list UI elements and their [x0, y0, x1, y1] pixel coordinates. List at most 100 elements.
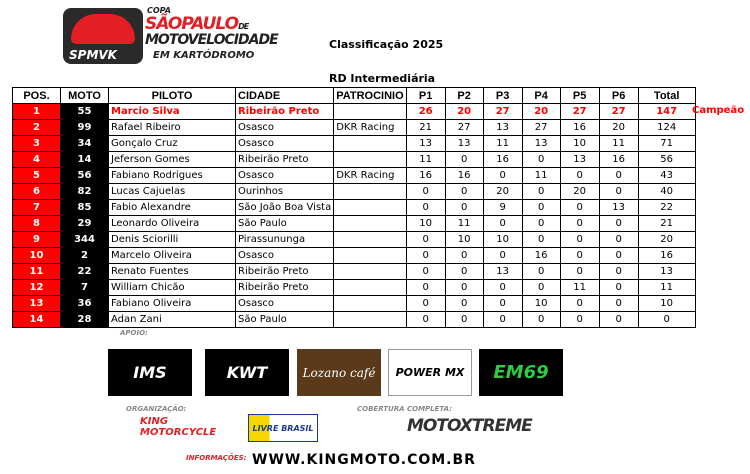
pilot-cell: Lucas Cajuelas — [108, 183, 236, 200]
points-cell: 0 — [521, 263, 561, 280]
points-cell: 20 — [482, 183, 523, 200]
points-cell: 26 — [405, 103, 446, 120]
column-header: P5 — [559, 87, 600, 104]
points-cell: 0 — [482, 215, 523, 232]
pilot-cell: Marcelo Oliveira — [108, 247, 236, 264]
points-cell: 13 — [598, 199, 639, 216]
cobertura-label: COBERTURA COMPLETA: — [357, 405, 452, 413]
sponsor-cell: DKR Racing — [333, 119, 407, 136]
points-cell: 0 — [444, 247, 484, 264]
table-row: 7 85 Fabio Alexandre São João Boa Vista 0 0 9 0… — [12, 199, 696, 216]
column-header: Total — [637, 87, 696, 104]
points-cell: 0 — [405, 183, 446, 200]
moto-number-cell: 34 — [60, 135, 109, 152]
points-cell: 0 — [405, 199, 446, 216]
points-cell: 20 — [444, 103, 484, 120]
table-row: 9 344 Denis Sciorilli Pirassununga 0 10 10 0 0 0 2… — [12, 231, 696, 248]
sponsor-cell — [333, 231, 407, 248]
points-cell: 13 — [405, 135, 446, 152]
points-cell: 0 — [482, 295, 523, 312]
logo-sao-paulo: SÃOPAULODE — [145, 14, 249, 34]
points-cell: 16 — [482, 151, 523, 168]
points-cell: 147 — [637, 103, 696, 120]
organizacao-label: ORGANIZAÇÃO: — [126, 405, 187, 413]
standings-table: POS. MOTO PILOTO CIDADE PATROCINIO P1 P2 P3 P4 P5… — [12, 87, 696, 328]
city-cell: Osasco — [234, 247, 335, 264]
event-logo: SPMVK COPA SÃOPAULODE MOTOVELOCIDADE EM … — [63, 6, 323, 66]
motoxtreme-logo: MOTOXTREME — [407, 416, 533, 436]
logo-badge: SPMVK — [63, 8, 143, 64]
points-cell: 0 — [598, 295, 639, 312]
points-cell: 0 — [405, 263, 446, 280]
pilot-cell: Adan Zani — [108, 311, 236, 328]
points-cell: 10 — [521, 295, 561, 312]
points-cell: 0 — [521, 215, 561, 232]
category-title: RD Intermediária — [329, 72, 436, 85]
sponsor-cell — [333, 103, 407, 120]
sponsor-powermx-logo: POWER MX — [388, 349, 472, 396]
city-cell: Ribeirão Preto — [234, 103, 335, 120]
logo-em-kartodromo: EM KARTÓDROMO — [153, 50, 255, 61]
city-cell: Pirassununga — [234, 231, 335, 248]
sponsor-cell — [333, 151, 407, 168]
column-header: P4 — [521, 87, 561, 104]
points-cell: 13 — [444, 135, 484, 152]
points-cell: 0 — [559, 263, 600, 280]
column-header: POS. — [12, 87, 61, 104]
champion-label: Campeão — [692, 105, 745, 116]
sponsor-em69-logo: EM69 — [479, 349, 563, 396]
points-cell: 0 — [521, 311, 561, 328]
points-cell: 16 — [637, 247, 696, 264]
moto-number-cell: 82 — [60, 183, 109, 200]
points-cell: 11 — [559, 279, 600, 296]
sponsor-cell — [333, 183, 407, 200]
table-row: 8 29 Leonardo Oliveira São Paulo 10 11 0 0 0 0 21 — [12, 215, 696, 232]
position-cell: 4 — [12, 151, 61, 168]
points-cell: 0 — [482, 279, 523, 296]
points-cell: 11 — [598, 135, 639, 152]
column-header: PATROCINIO — [333, 87, 407, 104]
position-cell: 1 — [12, 103, 61, 120]
table-row: 1 55 Marcio Silva Ribeirão Preto 26 20 27 20 27 2… — [12, 103, 696, 120]
column-header: PILOTO — [108, 87, 236, 104]
city-cell: Ribeirão Preto — [234, 279, 335, 296]
points-cell: 0 — [521, 199, 561, 216]
points-cell: 56 — [637, 151, 696, 168]
points-cell: 0 — [559, 199, 600, 216]
points-cell: 0 — [559, 247, 600, 264]
sponsor-cell — [333, 247, 407, 264]
points-cell: 0 — [598, 167, 639, 184]
city-cell: Osasco — [234, 295, 335, 312]
moto-number-cell: 344 — [60, 231, 109, 248]
points-cell: 0 — [482, 311, 523, 328]
logo-motovelocidade: MOTOVELOCIDADE — [145, 32, 279, 48]
points-cell: 22 — [637, 199, 696, 216]
moto-number-cell: 22 — [60, 263, 109, 280]
points-cell: 0 — [598, 279, 639, 296]
city-cell: São Paulo — [234, 311, 335, 328]
points-cell: 0 — [405, 231, 446, 248]
points-cell: 0 — [598, 183, 639, 200]
position-cell: 9 — [12, 231, 61, 248]
points-cell: 20 — [559, 183, 600, 200]
points-cell: 10 — [637, 295, 696, 312]
points-cell: 0 — [637, 311, 696, 328]
position-cell: 5 — [12, 167, 61, 184]
points-cell: 0 — [559, 295, 600, 312]
pilot-cell: Gonçalo Cruz — [108, 135, 236, 152]
pilot-cell: Fabiano Oliveira — [108, 295, 236, 312]
table-row: 4 14 Jeferson Gomes Ribeirão Preto 11 0 16 0 13 1… — [12, 151, 696, 168]
website-link[interactable]: WWW.KINGMOTO.COM.BR — [252, 452, 476, 468]
points-cell: 27 — [598, 103, 639, 120]
position-cell: 2 — [12, 119, 61, 136]
points-cell: 0 — [405, 295, 446, 312]
table-row: 3 34 Gonçalo Cruz Osasco 13 13 11 13 10 11 71 — [12, 135, 696, 152]
points-cell: 11 — [405, 151, 446, 168]
page-title: Classificação 2025 — [329, 38, 444, 51]
points-cell: 0 — [405, 311, 446, 328]
points-cell: 0 — [482, 247, 523, 264]
pilot-cell: Rafael Ribeiro — [108, 119, 236, 136]
points-cell: 0 — [521, 151, 561, 168]
sponsor-cell — [333, 295, 407, 312]
livre-brasil-logo: LIVRE BRASIL — [248, 414, 318, 442]
